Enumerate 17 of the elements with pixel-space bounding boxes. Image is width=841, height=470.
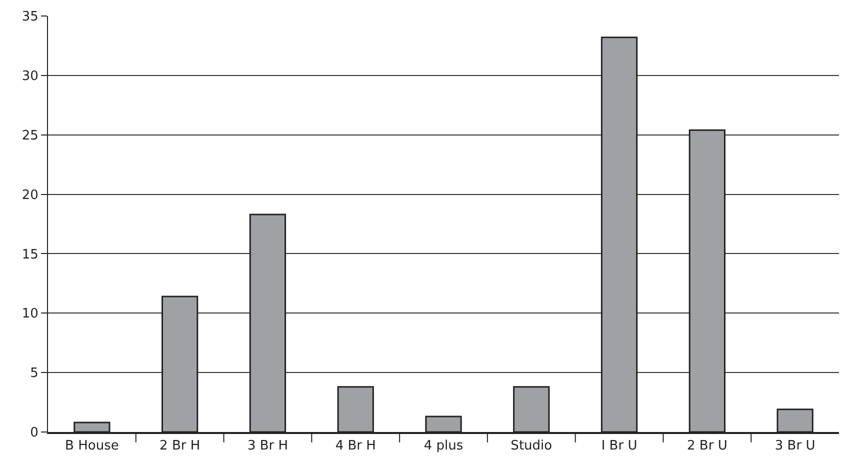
x-tick-label: 4 plus (424, 438, 464, 454)
x-tick-label: 2 Br U (687, 438, 728, 454)
y-tick-label: 25 (22, 128, 38, 144)
x-tick-label: 4 Br H (335, 438, 376, 454)
x-tick-label: I Br U (601, 438, 638, 454)
x-tick-label: 3 Br U (774, 438, 816, 454)
y-tick-label: 0 (30, 426, 38, 441)
x-tick-label: 3 Br H (247, 438, 288, 454)
x-tick-label: 2 Br H (160, 438, 200, 454)
y-tick-label: 15 (22, 247, 38, 262)
x-tick-label: B House (65, 438, 119, 454)
y-tick-label: 35 (22, 10, 38, 25)
y-tick-label: 20 (22, 188, 38, 203)
y-tick-label: 5 (30, 366, 38, 382)
y-tick-label: 30 (22, 68, 38, 84)
x-tick-label: Studio (510, 438, 552, 454)
y-tick-label: 10 (22, 306, 38, 322)
